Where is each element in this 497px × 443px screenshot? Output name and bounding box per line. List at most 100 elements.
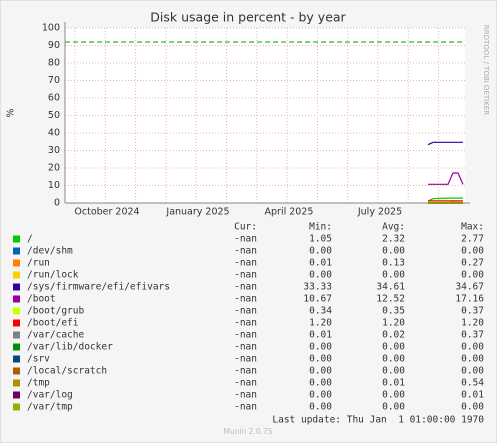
last-update: Last update: Thu Jan 1 01:00:00 1970 xyxy=(272,415,484,426)
x-tick-label: October 2024 xyxy=(74,207,139,218)
legend-label: /run/lock xyxy=(27,270,79,281)
legend-stat: 0.35 xyxy=(382,306,405,317)
series-line xyxy=(428,172,464,185)
column-header: Max: xyxy=(461,222,484,233)
legend-label: /var/cache xyxy=(27,330,84,341)
legend-stat: 17.16 xyxy=(455,294,484,305)
legend-swatch xyxy=(13,343,20,351)
legend-stat: -nan xyxy=(234,246,257,257)
x-tick-label: January 2025 xyxy=(165,207,229,218)
legend-label: /run xyxy=(27,258,50,269)
column-header: Cur: xyxy=(234,222,257,233)
legend-stat: 0.13 xyxy=(382,258,405,269)
y-tick-label: 70 xyxy=(48,75,60,86)
legend-stat: 0.01 xyxy=(309,330,332,341)
legend-swatch xyxy=(13,295,20,303)
legend-stat: -nan xyxy=(234,234,257,245)
y-tick-label: 20 xyxy=(48,163,60,174)
legend-stat: -nan xyxy=(234,378,257,389)
legend-stat: 0.00 xyxy=(461,354,484,365)
legend-swatch xyxy=(13,403,20,411)
x-tick-label: July 2025 xyxy=(357,207,402,218)
legend-stat: -nan xyxy=(234,354,257,365)
y-tick-label: 30 xyxy=(48,145,60,156)
x-tick-label: April 2025 xyxy=(265,207,314,218)
legend-stat: 0.37 xyxy=(461,306,484,317)
legend-stat: 0.00 xyxy=(309,366,332,377)
legend-swatch xyxy=(13,307,20,315)
legend-stat: -nan xyxy=(234,390,257,401)
legend-stat: 1.20 xyxy=(382,318,405,329)
legend-label: /local/scratch xyxy=(27,366,107,377)
legend-stat: 0.00 xyxy=(382,402,405,413)
legend-stat: -nan xyxy=(234,282,257,293)
legend-stat: -nan xyxy=(234,366,257,377)
y-tick-label: 80 xyxy=(48,58,60,69)
legend-label: /boot xyxy=(27,294,56,305)
legend-stat: 2.32 xyxy=(382,234,405,245)
legend-stat: 34.61 xyxy=(376,282,405,293)
legend-stat: -nan xyxy=(234,294,257,305)
legend-swatch xyxy=(13,271,20,279)
legend-label: / xyxy=(27,234,33,245)
series-line xyxy=(427,197,463,202)
legend-swatch xyxy=(13,367,20,375)
legend-stat: -nan xyxy=(234,342,257,353)
legend-label: /boot/efi xyxy=(27,318,79,329)
legend-stat: -nan xyxy=(234,330,257,341)
legend-label: /sys/firmware/efi/efivars xyxy=(27,282,170,293)
y-tick-label: 90 xyxy=(48,40,60,51)
legend-stat: 0.00 xyxy=(309,270,332,281)
legend-stat: 0.01 xyxy=(461,390,484,401)
legend-swatch xyxy=(13,283,20,291)
legend-stat: 0.54 xyxy=(461,378,484,389)
series-line xyxy=(427,141,463,146)
legend-stat: -nan xyxy=(234,270,257,281)
legend-stat: -nan xyxy=(234,318,257,329)
y-tick-label: 50 xyxy=(48,110,60,121)
legend-label: /tmp xyxy=(27,378,50,389)
legend-stat: 0.00 xyxy=(461,366,484,377)
legend-swatch xyxy=(13,379,20,387)
legend-stat: 0.00 xyxy=(461,246,484,257)
legend-stat: 0.00 xyxy=(309,390,332,401)
legend-stat: 0.00 xyxy=(382,354,405,365)
legend-stat: 0.00 xyxy=(309,354,332,365)
legend-swatch xyxy=(13,355,20,363)
legend-label: /srv xyxy=(27,354,50,365)
legend-stat: -nan xyxy=(234,306,257,317)
legend-swatch xyxy=(13,259,20,267)
legend-stat: -nan xyxy=(234,402,257,413)
legend-label: /var/lib/docker xyxy=(27,342,113,353)
legend-label: /boot/grub xyxy=(27,306,84,317)
legend-stat: 0.00 xyxy=(382,366,405,377)
y-tick-label: 10 xyxy=(48,180,60,191)
legend-stat: 2.77 xyxy=(461,234,484,245)
y-axis-label: % xyxy=(6,108,17,117)
legend-stat: -nan xyxy=(234,258,257,269)
legend-stat: 1.20 xyxy=(309,318,332,329)
legend-stat: 12.52 xyxy=(376,294,405,305)
legend-stat: 0.00 xyxy=(309,342,332,353)
legend-stat: 10.67 xyxy=(303,294,332,305)
legend-stat: 0.00 xyxy=(309,246,332,257)
legend-stat: 34.67 xyxy=(455,282,484,293)
y-tick-label: 100 xyxy=(42,23,60,34)
legend-stat: 1.05 xyxy=(309,234,332,245)
legend-stat: 0.00 xyxy=(382,342,405,353)
legend-stat: 1.20 xyxy=(461,318,484,329)
legend-label: /dev/shm xyxy=(27,246,73,257)
legend-stat: 0.02 xyxy=(382,330,405,341)
legend-stat: 0.01 xyxy=(382,378,405,389)
chart-title: Disk usage in percent - by year xyxy=(150,10,346,25)
legend-stat: 0.00 xyxy=(461,402,484,413)
legend-stat: 0.37 xyxy=(461,330,484,341)
y-tick-label: 40 xyxy=(48,128,60,139)
y-tick-label: 0 xyxy=(54,198,60,209)
legend-stat: 0.34 xyxy=(309,306,332,317)
side-label: RRDTOOL / TOBI OETIKER xyxy=(482,25,490,115)
column-header: Avg: xyxy=(382,222,405,233)
legend-stat: 0.00 xyxy=(461,342,484,353)
legend-stat: 0.01 xyxy=(309,258,332,269)
